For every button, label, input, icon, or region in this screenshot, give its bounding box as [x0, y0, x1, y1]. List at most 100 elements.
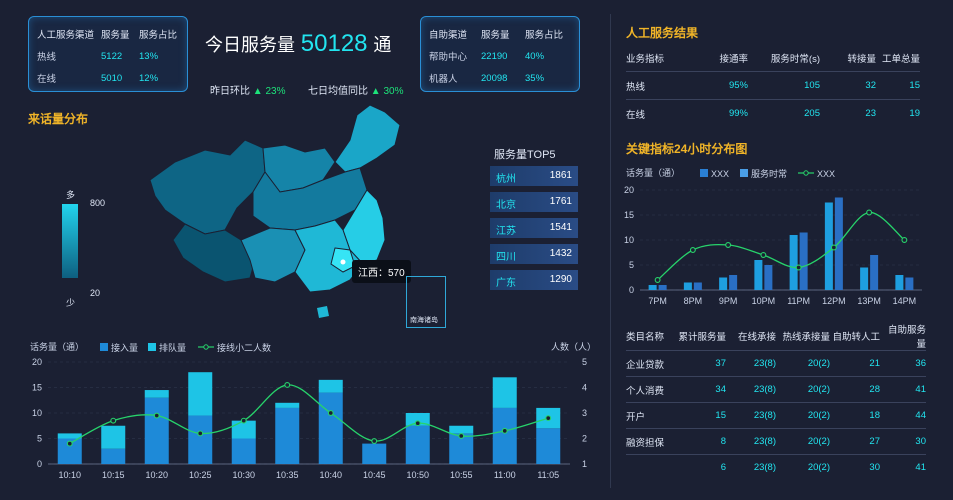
- line-point: [284, 381, 291, 388]
- cell: 37: [715, 358, 726, 369]
- bar-xxx: [648, 285, 657, 290]
- channel-name: 机器人: [429, 74, 458, 85]
- x-tick-label: 10:40: [319, 470, 342, 480]
- line-point: [197, 430, 204, 437]
- cell: 23(8): [753, 410, 776, 421]
- category-table: 类目名称 累计服务量 在线承接 热线承接量 自助转人工 自助服务量 企业贷款 37…: [626, 322, 926, 480]
- line-point: [371, 438, 378, 445]
- line-point: [830, 244, 837, 251]
- col-header: 业务指标: [626, 53, 665, 65]
- x-tick-label: 10:55: [450, 470, 473, 480]
- legend-label: 接线小二人数: [217, 342, 271, 353]
- legend-dot: [203, 344, 209, 350]
- line-point: [501, 427, 508, 434]
- cell: 15: [909, 80, 920, 91]
- cell: 23(8): [753, 462, 776, 473]
- y-tick-label: 10: [32, 408, 42, 418]
- bar-incoming: [492, 407, 517, 464]
- up-arrow-icon: ▲: [370, 86, 381, 97]
- line-point: [654, 277, 661, 283]
- map-region-tibet[interactable]: [172, 223, 256, 283]
- cell: 19: [909, 108, 920, 119]
- table-row: 开户 15 23(8) 20(2) 18 44: [626, 402, 926, 429]
- legend-swatch: [700, 169, 708, 177]
- col-header: 热线承接量: [782, 332, 830, 343]
- top5-city: 杭州: [496, 174, 516, 185]
- cell: 热线: [626, 81, 646, 93]
- cell: 18: [869, 410, 880, 421]
- top5-value: 1761: [549, 196, 572, 207]
- top5-value: 1861: [549, 170, 572, 181]
- bar-incoming: [405, 425, 430, 464]
- map-region-hainan[interactable]: [317, 306, 329, 318]
- cell: 95%: [728, 80, 748, 91]
- bar-queue: [144, 390, 169, 398]
- table-row: 在线 99% 205 23 19: [626, 99, 920, 128]
- x-tick-label: 11:05: [537, 470, 559, 480]
- line-point: [66, 440, 73, 447]
- hourly-chart: 话务量（通） XXX 服务时常 XXX 0 5 10 15 20 7PM 8PM 9PM 10PM 11P…: [624, 167, 922, 306]
- line-agents: [69, 384, 549, 445]
- panel-divider: [610, 14, 611, 488]
- header-ratio: 服务占比: [525, 30, 564, 41]
- y-tick-label: 0: [629, 285, 634, 295]
- top5-row: 江苏 1541: [490, 218, 578, 238]
- legend-max: 800: [90, 198, 106, 208]
- line-point: [153, 412, 160, 419]
- channel-ratio: 12%: [139, 72, 159, 84]
- map-region-northeast[interactable]: [334, 104, 401, 173]
- legend-label: 排队量: [159, 342, 186, 353]
- cell: 32: [865, 80, 876, 91]
- line-point: [458, 432, 465, 439]
- y2-tick-label: 2: [582, 434, 587, 444]
- top5-row: 北京 1761: [490, 192, 578, 212]
- cell: 在线: [626, 109, 646, 121]
- line-point: [901, 237, 908, 243]
- line-point: [795, 264, 802, 271]
- bar-service-time: [799, 232, 808, 290]
- top5-row: 杭州 1861: [490, 166, 578, 186]
- x-tick-label: 7PM: [648, 296, 667, 306]
- day-compare: 昨日环比 ▲ 23%: [210, 82, 285, 97]
- bar-incoming: [275, 407, 300, 464]
- x-tick-label: 10:35: [276, 470, 299, 480]
- header-volume: 服务量: [101, 30, 130, 41]
- legend-label: XXX: [817, 169, 835, 179]
- line-point: [110, 417, 117, 424]
- legend-label: XXX: [711, 169, 729, 179]
- up-arrow-icon: ▲: [252, 86, 263, 97]
- bar-queue: [318, 379, 343, 393]
- bar-xxx: [824, 202, 833, 290]
- bar-incoming: [144, 397, 169, 464]
- bar-xxx: [719, 277, 728, 290]
- bar-service-time: [658, 285, 667, 290]
- line-point: [545, 415, 552, 422]
- line-point: [866, 209, 873, 216]
- cell: 20(2): [807, 436, 830, 447]
- map-region-northwest[interactable]: [149, 139, 266, 235]
- col-header: 接通率: [719, 53, 748, 65]
- manual-channel-card: 人工服务渠道 服务量 服务占比 热线 5122 13% 在线 5010 12%: [28, 16, 188, 92]
- cell: 20(2): [807, 358, 830, 369]
- x-tick-label: 10:25: [189, 470, 212, 480]
- bar-xxx: [860, 267, 869, 290]
- x-tick-label: 13PM: [857, 296, 881, 306]
- map-marker: [340, 259, 346, 265]
- x-tick-label: 11:00: [494, 470, 516, 480]
- table-row: 热线 95% 105 32 15: [626, 71, 920, 100]
- bar-service-time: [905, 277, 914, 290]
- cell: 23(8): [753, 436, 776, 447]
- table-row: 企业贷款 37 23(8) 20(2) 21 36: [626, 350, 926, 377]
- china-map[interactable]: [145, 100, 445, 335]
- bar-service-time: [834, 197, 843, 290]
- category-name: 个人消费: [626, 385, 665, 397]
- bar-queue: [101, 425, 126, 449]
- bar-queue: [405, 413, 430, 426]
- legend-swatch: [740, 169, 748, 177]
- legend-high-label: 多: [66, 190, 76, 200]
- header-channel: 自助渠道: [429, 30, 468, 41]
- top5-city: 广东: [496, 278, 516, 289]
- col-header: 类目名称: [626, 332, 665, 343]
- self-channel-card: 自助渠道 服务量 服务占比 帮助中心 22190 40% 机器人 20098 3…: [420, 16, 580, 92]
- table-row: 融资担保 8 23(8) 20(2) 27 30: [626, 428, 926, 455]
